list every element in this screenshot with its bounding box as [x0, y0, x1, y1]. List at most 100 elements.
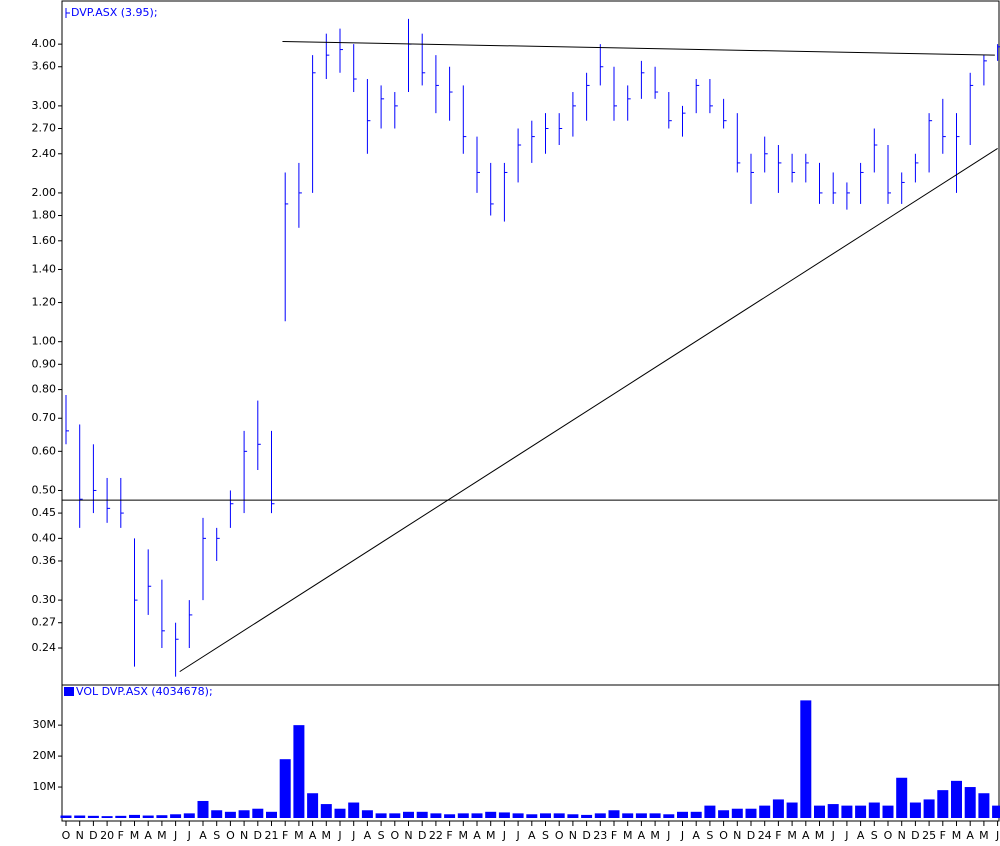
x-tick-label: 24: [758, 829, 772, 842]
x-tick-label: J: [187, 829, 191, 842]
x-tick-label: 25: [922, 829, 936, 842]
volume-bar: [115, 815, 127, 818]
x-tick-label: A: [199, 829, 207, 842]
x-tick-label: A: [144, 829, 152, 842]
x-tick-label: F: [282, 829, 288, 842]
volume-bar: [786, 802, 798, 818]
x-tick-label: F: [611, 829, 617, 842]
x-tick-label: M: [787, 829, 797, 842]
volume-bar: [896, 777, 908, 818]
volume-bar: [60, 815, 72, 818]
y-tick-label: 1.40: [32, 262, 57, 275]
volume-panel: [61, 684, 1000, 822]
y-tick-label: 10M: [33, 780, 57, 793]
trend-line: [282, 40, 995, 56]
x-tick-label: O: [226, 829, 235, 842]
x-tick-label: N: [569, 829, 577, 842]
x-tick-label: M: [952, 829, 962, 842]
volume-bar: [266, 811, 277, 818]
volume-bar: [868, 802, 880, 818]
x-tick-label: O: [719, 829, 728, 842]
x-tick-label: A: [966, 829, 974, 842]
x-tick-label: D: [254, 829, 262, 842]
volume-bar: [526, 814, 538, 818]
y-tick-label: 20M: [33, 749, 57, 762]
y-tick-label: 0.70: [32, 411, 57, 424]
volume-bar: [540, 813, 551, 818]
trend-line: [179, 148, 998, 673]
y-tick-label: 0.45: [32, 506, 57, 519]
volume-bar: [772, 799, 784, 818]
volume-bar: [882, 805, 894, 818]
volume-bar: [334, 808, 346, 818]
y-tick-label: 1.20: [32, 296, 57, 309]
volume-bar: [87, 815, 99, 818]
volume-bar: [170, 814, 182, 818]
x-tick-label: D: [747, 829, 755, 842]
x-tick-label: D: [89, 829, 97, 842]
x-tick-label: N: [733, 829, 741, 842]
x-tick-label: S: [542, 829, 549, 842]
volume-bar: [745, 808, 757, 818]
volume-bar: [320, 804, 332, 818]
volume-bar: [718, 810, 730, 818]
volume-bar: [704, 805, 716, 818]
x-tick-label: 23: [593, 829, 607, 842]
volume-bar: [279, 759, 291, 818]
x-tick-label: J: [502, 829, 506, 842]
volume-bar: [622, 813, 634, 818]
volume-bar: [307, 793, 319, 818]
x-tick-label: 22: [429, 829, 443, 842]
x-tick-label: M: [815, 829, 825, 842]
x-tick-label: J: [666, 829, 670, 842]
volume-bar: [567, 814, 579, 818]
volume-bar: [293, 725, 305, 818]
x-tick-label: S: [706, 829, 713, 842]
x-tick-label: N: [76, 829, 84, 842]
x-tick-label: D: [418, 829, 426, 842]
volume-bar: [512, 813, 524, 818]
volume-bar: [992, 805, 1000, 818]
x-tick-label: J: [831, 829, 835, 842]
x-tick-label: M: [459, 829, 469, 842]
y-tick-label: 3.60: [32, 60, 57, 73]
x-tick-label: D: [582, 829, 590, 842]
y-tick-label: 0.24: [32, 641, 57, 654]
volume-bar: [348, 802, 360, 818]
volume-bar: [183, 813, 195, 818]
y-tick-label: 0.27: [32, 616, 57, 629]
volume-bar: [403, 811, 414, 818]
y-tick-label: 0.80: [32, 383, 57, 396]
x-tick-label: O: [884, 829, 893, 842]
volume-bar: [677, 811, 688, 818]
volume-bar: [731, 808, 743, 818]
volume-bar: [827, 804, 839, 818]
volume-bar: [553, 813, 565, 818]
x-tick-label: 20: [100, 829, 114, 842]
x-tick-label: M: [130, 829, 140, 842]
volume-bar: [841, 805, 853, 818]
x-tick-label: M: [294, 829, 304, 842]
y-tick-label: 4.00: [32, 37, 57, 50]
x-tick-label: A: [364, 829, 372, 842]
volume-bar: [800, 700, 812, 818]
x-tick-label: A: [638, 829, 646, 842]
x-tick-label: J: [173, 829, 177, 842]
x-tick-label: M: [650, 829, 660, 842]
x-tick-label: F: [118, 829, 124, 842]
volume-bar: [252, 808, 264, 818]
x-tick-label: A: [692, 829, 700, 842]
volume-bar: [444, 814, 456, 818]
volume-bar: [649, 813, 661, 818]
x-tick-label: F: [775, 829, 781, 842]
y-tick-label: 30M: [33, 718, 57, 731]
volume-bar: [937, 790, 949, 818]
x-tick-label: F: [446, 829, 452, 842]
x-tick-label: M: [157, 829, 167, 842]
volume-bar: [594, 813, 606, 818]
volume-bar: [156, 815, 168, 818]
x-tick-label: S: [871, 829, 878, 842]
x-tick-label: S: [213, 829, 220, 842]
volume-bar: [361, 810, 373, 818]
